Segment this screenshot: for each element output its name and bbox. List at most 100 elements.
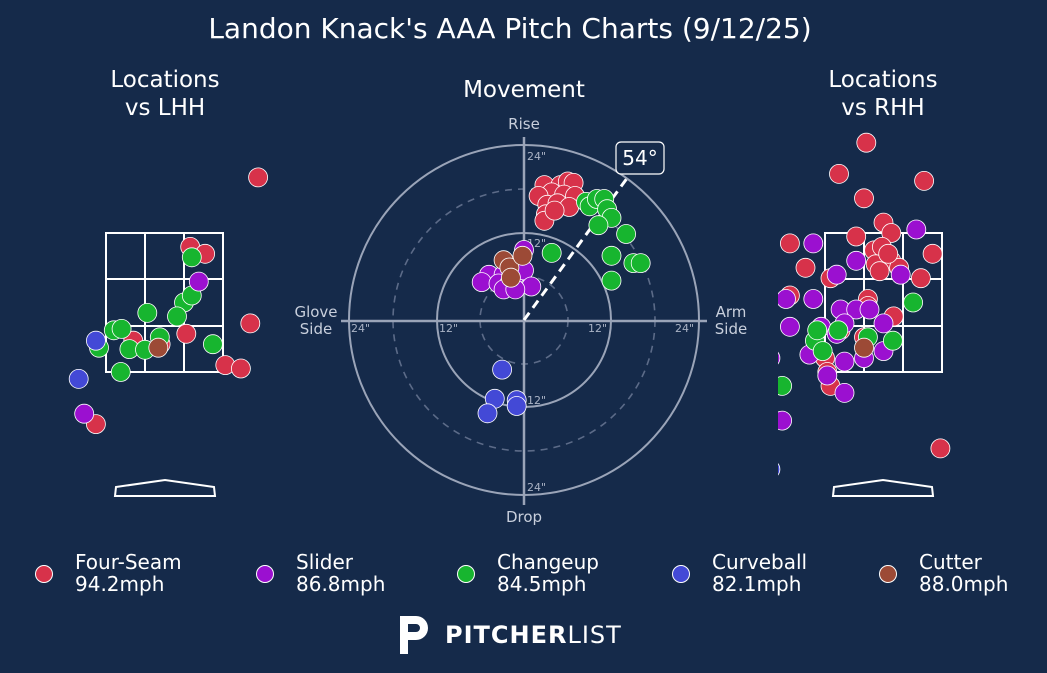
ring-label-top-24: 24" <box>527 150 546 163</box>
pitcherlist-p-icon <box>400 616 428 654</box>
legend-name: Changeup <box>497 550 599 574</box>
curveball-point <box>86 330 106 351</box>
changeup-point <box>588 215 609 236</box>
slider-point <box>906 219 927 240</box>
ring-label-bottom-24: 24" <box>527 481 546 494</box>
four-seam-point <box>780 233 800 254</box>
changeup-point <box>883 330 903 351</box>
four-seam-point <box>922 243 943 264</box>
four-seam-point <box>856 132 877 153</box>
movement-points <box>471 171 651 424</box>
legend-speed: 82.1mph <box>712 572 802 596</box>
changeup-point <box>778 376 792 396</box>
movement-panel-title: Movement <box>463 77 585 103</box>
four-seam-point <box>881 223 902 243</box>
rhh-home-plate <box>831 478 935 497</box>
slider-point <box>803 289 824 309</box>
changeup-point <box>541 242 562 263</box>
movement-label-glove-side-1: Glove <box>294 303 337 321</box>
cutter-point <box>512 245 533 266</box>
ring-label-right-24: 24" <box>675 322 694 335</box>
slider-point <box>859 299 880 320</box>
rhh-points <box>778 132 951 476</box>
brand-bold: PITCHER <box>445 621 568 649</box>
rhh-panel-title-line2: vs RHH <box>841 95 924 121</box>
ring-label-bottom-12: 12" <box>527 394 546 407</box>
legend-speed: 88.0mph <box>919 572 1009 596</box>
slider-point <box>778 351 781 365</box>
cutter-point <box>500 267 521 288</box>
curveball-point <box>778 462 781 476</box>
slider-point <box>873 313 894 334</box>
curveball-point <box>68 368 89 389</box>
slider-point <box>188 271 209 292</box>
slider-point <box>471 272 492 293</box>
ring-label-left-12: 12" <box>439 322 458 335</box>
curveball-marker <box>672 565 690 583</box>
changeup-point <box>181 247 202 268</box>
curveball-point <box>492 359 513 380</box>
changeup-point <box>167 306 187 327</box>
ring-label-right-12: 12" <box>588 322 607 335</box>
changeup-point <box>630 253 651 274</box>
arm-angle-label-box <box>615 141 665 175</box>
four-seam-point <box>230 358 251 379</box>
arm-angle-label: 54° <box>622 146 657 170</box>
four-seam-point <box>854 188 874 209</box>
changeup-point <box>137 302 158 323</box>
four-seam-point <box>846 226 867 247</box>
lhh-home-plate <box>113 478 217 497</box>
legend-name: Four-Seam <box>75 550 182 574</box>
legend-speed: 94.2mph <box>75 572 165 596</box>
four-seam-point <box>176 323 197 344</box>
changeup-marker <box>457 565 475 583</box>
changeup-point <box>807 320 828 341</box>
cutter-point <box>148 337 169 358</box>
slider-point <box>834 382 855 403</box>
brand-light: LIST <box>567 621 622 649</box>
changeup-point <box>812 341 833 362</box>
lhh-panel-title-line1: Locations <box>110 67 219 93</box>
slider-point <box>778 289 796 309</box>
lhh-location-panel <box>68 167 269 497</box>
slider-point <box>826 264 847 285</box>
ring-label-left-24: 24" <box>351 322 370 335</box>
lhh-points <box>68 167 269 435</box>
legend-name: Slider <box>296 550 354 574</box>
slider-point <box>846 250 867 271</box>
four-seam-point <box>544 200 565 221</box>
changeup-point <box>601 270 622 291</box>
figure-title: Landon Knack's AAA Pitch Charts (9/12/25… <box>208 12 811 45</box>
changeup-point <box>828 320 849 341</box>
slider-marker <box>256 565 274 583</box>
four-seam-point <box>829 163 849 184</box>
changeup-point <box>903 292 923 313</box>
slider-point <box>74 403 95 424</box>
four-seam-point <box>911 268 931 289</box>
rhh-panel-title-line1: Locations <box>828 67 937 93</box>
changeup-point <box>202 334 223 355</box>
movement-label-glove-side-2: Side <box>300 320 332 338</box>
four-seam-marker <box>35 565 53 583</box>
cutter-marker <box>879 565 897 583</box>
movement-label-arm-side-1: Arm <box>716 303 747 321</box>
pitcherlist-logo: PITCHERLIST <box>397 612 622 658</box>
four-seam-point <box>930 438 951 459</box>
changeup-point <box>111 318 132 339</box>
movement-panel: 24" 12" 12" 24" 24" 12" 12" 24" Rise Dro… <box>294 115 747 526</box>
slider-point <box>890 264 911 285</box>
four-seam-point <box>795 257 816 278</box>
slider-point <box>834 351 855 372</box>
legend-name: Cutter <box>919 550 982 574</box>
movement-label-arm-side-2: Side <box>715 320 747 338</box>
four-seam-point <box>914 170 934 191</box>
lhh-panel-title-line2: vs LHH <box>125 95 205 121</box>
curveball-point <box>506 396 527 416</box>
legend-speed: 84.5mph <box>497 572 587 596</box>
slider-point <box>780 316 800 337</box>
rhh-location-panel <box>778 132 951 497</box>
movement-label-rise: Rise <box>508 115 540 133</box>
four-seam-point <box>240 313 261 334</box>
four-seam-point <box>869 261 890 282</box>
